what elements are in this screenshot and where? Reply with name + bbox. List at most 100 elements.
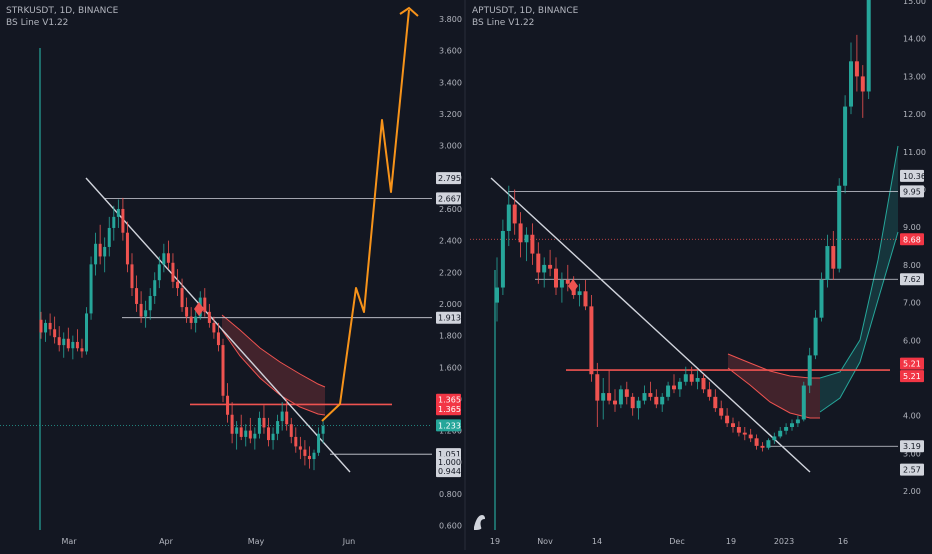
left-price-label: 0.944 <box>436 465 461 478</box>
candle-body <box>689 374 694 382</box>
left-candle <box>57 326 61 352</box>
candle-body <box>194 316 198 323</box>
left-candle <box>153 272 157 304</box>
right-candle <box>860 65 865 118</box>
left-candle <box>162 243 166 273</box>
candle-body <box>98 243 102 257</box>
candle-body <box>748 434 753 439</box>
price-label-text: 7.62 <box>903 275 921 284</box>
right-indicator-label[interactable]: BS Line V1.22 <box>472 18 534 28</box>
candle-body <box>39 319 43 333</box>
right-candle <box>772 432 777 444</box>
candle-body <box>157 264 161 281</box>
left-candle <box>294 427 298 453</box>
candle-body <box>795 419 800 424</box>
price-label-text: 1.913 <box>438 314 461 323</box>
candle-body <box>289 424 293 437</box>
left-indicator-label[interactable]: BS Line V1.22 <box>6 18 68 28</box>
price-label-box <box>436 311 461 324</box>
left-candle <box>44 319 48 342</box>
right-candle <box>778 427 783 439</box>
left-candle <box>94 232 98 276</box>
candle-body <box>630 396 635 409</box>
aptusdt-chart-panel[interactable]: APTUSDT, 1D, BINANCE BS Line V1.22 15.00… <box>470 0 926 546</box>
price-label-text: 5.21 <box>903 360 921 369</box>
right-bs-band-green-upper <box>819 145 899 379</box>
right-candle <box>495 257 499 322</box>
candle-body <box>303 449 307 456</box>
right-candle <box>819 272 824 322</box>
price-label-text: 2.57 <box>903 466 921 475</box>
left-x-tick: May <box>248 537 265 546</box>
candle-body <box>148 296 152 311</box>
right-candle <box>524 227 529 262</box>
right-candle <box>613 389 617 412</box>
candle-body <box>44 322 48 333</box>
right-candle <box>512 189 517 235</box>
candle-body <box>577 291 582 296</box>
right-candle <box>807 347 812 394</box>
left-y-tick: 3.600 <box>439 47 462 56</box>
left-candle <box>48 313 52 336</box>
right-candle <box>548 249 553 277</box>
left-price-label: 1.913 <box>436 311 461 324</box>
candle-body <box>230 414 234 434</box>
left-projection-path[interactable] <box>321 9 410 422</box>
candle-body <box>595 374 600 401</box>
price-label-box <box>900 233 924 246</box>
candle-body <box>719 408 724 416</box>
candle-body <box>112 216 116 228</box>
price-label-box <box>436 419 461 432</box>
right-candle <box>624 381 629 405</box>
left-trendline[interactable] <box>85 177 351 473</box>
candle-body <box>677 381 682 390</box>
candle-body <box>854 61 859 77</box>
strkusdt-chart-panel[interactable]: STRKUSDT, 1D, BINANCE BS Line V1.22 3.80… <box>0 0 466 550</box>
candle-body <box>819 279 824 318</box>
right-y-tick: 6.00 <box>903 336 921 345</box>
candle-body <box>807 355 812 386</box>
candle-body <box>180 288 184 308</box>
tradingview-logo-icon <box>474 515 485 530</box>
right-price-label: 9.95 <box>900 185 924 198</box>
candle-body <box>103 246 107 257</box>
left-candle <box>176 269 179 297</box>
candle-body <box>239 427 243 437</box>
left-candle <box>185 297 189 323</box>
candle-body <box>831 246 836 269</box>
right-candle <box>866 0 871 100</box>
candle-body <box>495 287 499 303</box>
candle-body <box>144 310 148 317</box>
left-price-label: 1.233 <box>436 419 461 432</box>
right-symbol-title[interactable]: APTUSDT, 1D, BINANCE <box>472 6 579 16</box>
right-candle <box>630 393 635 416</box>
candle-body <box>565 279 570 284</box>
right-candle <box>648 381 653 401</box>
left-candle <box>189 307 193 330</box>
left-symbol-title[interactable]: STRKUSDT, 1D, BINANCE <box>6 6 119 16</box>
left-candle <box>267 417 270 447</box>
price-label-box <box>900 370 924 383</box>
candle-body <box>153 280 157 297</box>
right-price-label: 8.68 <box>900 233 924 246</box>
price-label-text: 10.36 <box>903 172 926 181</box>
price-label-text: 8.68 <box>903 235 921 244</box>
price-label-text: 5.21 <box>903 372 921 381</box>
candle-body <box>212 322 216 333</box>
left-candle <box>125 221 129 273</box>
left-bs-band-fill <box>222 315 325 415</box>
candle-body <box>57 337 61 346</box>
right-candle <box>742 427 747 441</box>
right-trendline[interactable] <box>490 177 811 473</box>
right-candle <box>589 295 594 382</box>
right-candle <box>672 374 676 394</box>
candle-body <box>683 374 688 382</box>
right-candle <box>642 385 647 405</box>
candle-body <box>725 415 730 424</box>
right-candle <box>731 417 735 433</box>
price-label-text: 1.233 <box>438 421 461 430</box>
right-candle <box>565 264 570 292</box>
left-candle <box>171 253 175 289</box>
price-label-box <box>900 169 924 182</box>
